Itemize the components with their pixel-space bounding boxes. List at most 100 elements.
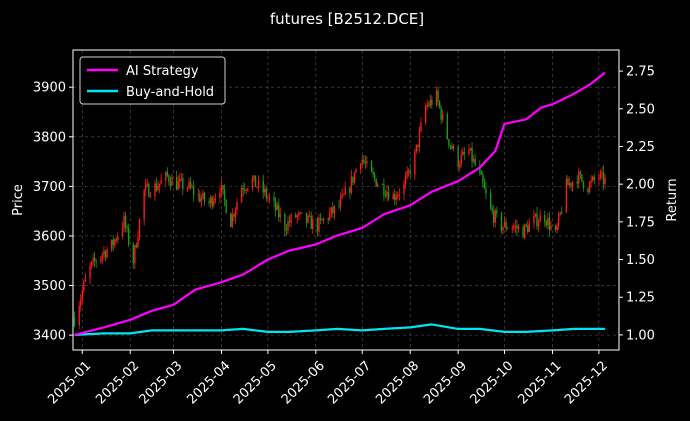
candle-body: [525, 224, 527, 226]
candle-body: [463, 151, 466, 155]
candle-body: [84, 278, 87, 282]
candle-body: [73, 317, 76, 326]
candle-body: [307, 215, 309, 223]
candle-body: [154, 183, 156, 197]
y-left-tick-label: 3500: [33, 279, 66, 294]
candle-body: [404, 177, 407, 184]
candle-body: [545, 221, 548, 226]
y-right-tick-label: 2.50: [626, 102, 655, 117]
candle-body: [312, 219, 314, 229]
candle-body: [179, 178, 181, 182]
candle-body: [491, 208, 493, 212]
candle-body: [462, 151, 464, 155]
candle-body: [295, 214, 297, 218]
candle-body: [528, 223, 530, 233]
candle-body: [429, 99, 431, 106]
candle-body: [435, 90, 438, 106]
candle-body: [166, 171, 169, 176]
candle-body: [554, 225, 557, 231]
candle-body: [233, 214, 235, 217]
candle-body: [494, 210, 496, 223]
candle-body: [199, 194, 201, 202]
candle-body: [257, 180, 260, 187]
candle-body: [383, 184, 385, 196]
candle-body: [386, 192, 388, 196]
candle-body: [149, 196, 152, 198]
candle-body: [407, 170, 410, 172]
candle-body: [144, 184, 147, 190]
candle-body: [157, 186, 159, 191]
candle-body: [590, 180, 592, 183]
candle-body: [534, 213, 537, 217]
y-right-tick-label: 2.25: [626, 140, 655, 155]
candle-body: [449, 145, 452, 147]
candle-body: [548, 217, 551, 230]
candle-body: [288, 221, 291, 223]
candle-body: [305, 212, 308, 223]
candle-body: [409, 170, 411, 175]
candle-body: [544, 215, 546, 222]
candle-body: [441, 114, 444, 120]
candle-body: [191, 187, 193, 189]
candle-body: [240, 187, 243, 203]
candle-body: [350, 176, 353, 193]
candle-body: [468, 150, 470, 155]
candle-body: [533, 216, 535, 224]
candle-body: [571, 181, 574, 187]
y-right-tick-label: 1.50: [626, 253, 655, 268]
candle-body: [132, 244, 135, 264]
candle-body: [290, 214, 292, 223]
candle-body: [587, 188, 589, 193]
candle-body: [134, 245, 136, 264]
candle-body: [177, 181, 179, 190]
candle-body: [539, 215, 541, 223]
candle-body: [137, 237, 139, 248]
candle-body: [431, 99, 433, 106]
candle-body: [158, 183, 161, 187]
candle-body: [278, 204, 280, 218]
candle-body: [503, 221, 506, 228]
legend-label-ai-strategy: AI Strategy: [126, 64, 199, 79]
candle-body: [568, 182, 571, 186]
price-candles: [73, 86, 606, 329]
candle-body: [414, 151, 416, 175]
candle-body: [186, 187, 189, 190]
candle-body: [333, 205, 336, 214]
candle-body: [451, 145, 453, 149]
candle-body: [214, 197, 217, 201]
y-axis-right-label: Return: [665, 178, 680, 221]
candle-body: [80, 299, 82, 307]
candle-body: [426, 105, 428, 107]
candle-body: [200, 198, 203, 202]
candle-body: [511, 227, 513, 229]
candle-body: [452, 145, 455, 149]
candle-body: [373, 174, 376, 179]
candle-body: [310, 215, 312, 229]
y-left-tick-label: 3800: [33, 130, 66, 145]
candle-body: [474, 158, 476, 166]
candle-body: [424, 106, 427, 123]
y-right-tick-label: 1.75: [626, 215, 655, 230]
ai-strategy-line: [74, 71, 606, 336]
candle-body: [363, 159, 365, 163]
candle-body: [138, 219, 141, 238]
candle-body: [556, 225, 558, 231]
legend: AI Strategy Buy-and-Hold: [79, 56, 226, 105]
candle-body: [124, 215, 127, 228]
candle-body: [561, 212, 563, 214]
candle-body: [273, 197, 275, 201]
candle-body: [438, 101, 441, 108]
candle-body: [148, 184, 150, 197]
candle-body: [355, 169, 357, 173]
candle-body: [579, 172, 582, 175]
candle-body: [420, 122, 422, 131]
candle-body: [458, 164, 461, 168]
candle-body: [225, 199, 227, 214]
candle-body: [359, 163, 362, 170]
candle-body: [440, 107, 442, 120]
candle-body: [83, 281, 85, 291]
candle-body: [223, 189, 226, 200]
candle-body: [231, 214, 234, 227]
candle-body: [182, 178, 184, 190]
candle-body: [222, 185, 224, 190]
